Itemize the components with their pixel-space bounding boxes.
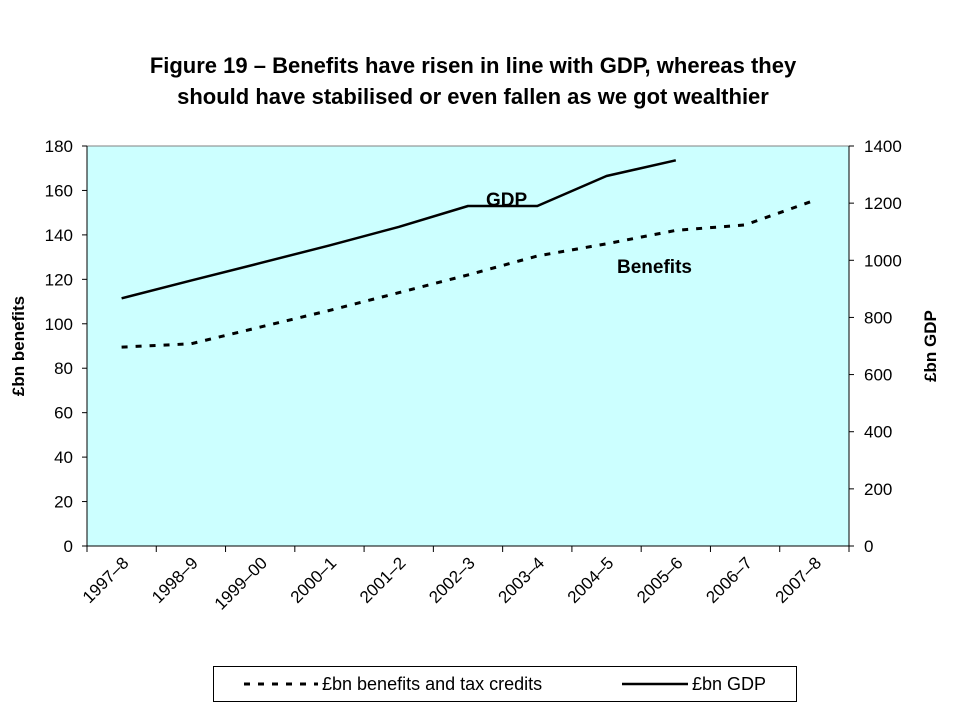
y-right-tick-label: 800 (864, 308, 892, 327)
legend-label-benefits: £bn benefits and tax credits (322, 673, 543, 694)
x-tick-label: 2000–1 (287, 553, 341, 607)
y-right-tick-label: 0 (864, 537, 873, 556)
y-left-tick-label: 120 (45, 270, 73, 289)
x-tick-label: 2003–4 (495, 553, 549, 607)
x-tick-label: 2007–8 (772, 553, 826, 607)
y-right-tick-label: 1000 (864, 251, 902, 270)
legend-swatch-dotted (244, 682, 318, 686)
y-left-tick-label: 180 (45, 137, 73, 156)
y-right-tick-label: 1400 (864, 137, 902, 156)
legend-label-gdp: £bn GDP (692, 673, 767, 694)
x-tick-label: 2001–2 (356, 553, 410, 607)
y-left-tick-label: 100 (45, 315, 73, 334)
annotation-benefits: Benefits (617, 257, 692, 278)
series-line-gdp (121, 159, 677, 300)
y-left-tick-label: 140 (45, 226, 73, 245)
y-left-tick-label: 80 (54, 359, 73, 378)
chart-title: Figure 19 – Benefits have risen in line … (0, 50, 946, 112)
series-line-benefits (121, 198, 815, 349)
annotation-gdp: GDP (486, 190, 528, 211)
y-left-tick-label: 20 (54, 493, 73, 512)
x-tick-label: 2004–5 (564, 553, 618, 607)
chart-title-line-1: Figure 19 – Benefits have risen in line … (149, 53, 797, 78)
legend-swatch-solid (622, 682, 688, 686)
y-left-tick-label: 160 (45, 181, 73, 200)
x-tick-label: 2006–7 (702, 553, 756, 607)
x-tick-label: 2005–6 (633, 553, 687, 607)
y-right-tick-label: 400 (864, 423, 892, 442)
y-axis-right-title: £bn GDP (921, 310, 940, 382)
y-right-tick-label: 600 (864, 366, 892, 385)
legend-item-gdp: £bn GDP (620, 667, 766, 701)
chart-legend: £bn benefits and tax credits £bn GDP (213, 666, 797, 702)
y-right-tick-label: 1200 (864, 194, 902, 213)
x-tick-label: 2002–3 (425, 553, 479, 607)
x-tick-label: 1999–00 (211, 553, 271, 613)
y-right-tick-label: 200 (864, 480, 892, 499)
legend-item-benefits: £bn benefits and tax credits (242, 667, 542, 701)
x-tick-label: 1997–8 (79, 553, 133, 607)
y-left-tick-label: 60 (54, 404, 73, 423)
y-axis-left-title: £bn benefits (9, 296, 28, 396)
x-tick-label: 1998–9 (148, 553, 202, 607)
chart-title-line-2: should have stabilised or even fallen as… (177, 84, 769, 109)
y-left-tick-label: 0 (64, 537, 73, 556)
plot-area (86, 145, 850, 547)
y-left-tick-label: 40 (54, 448, 73, 467)
